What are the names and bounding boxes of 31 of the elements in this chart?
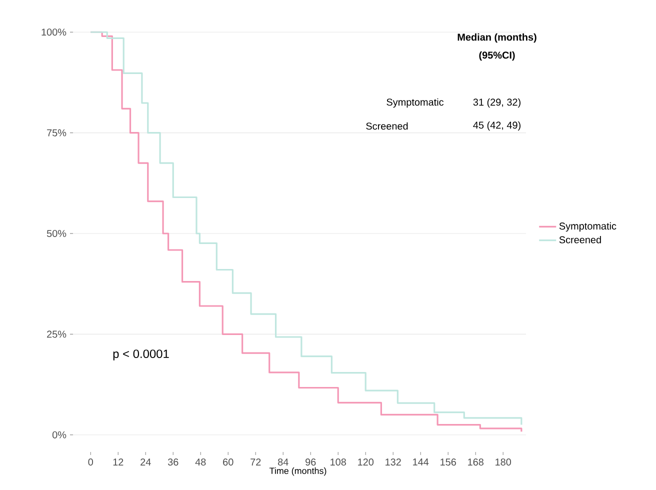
annotation: 45 (42, 49) [473,121,520,131]
x-tick-label: 120 [358,458,374,466]
x-tick-label: 96 [306,458,316,466]
legend-label: Screened [559,236,601,244]
y-tick-label: 25% [47,330,66,338]
x-tick-label: 168 [468,458,484,466]
y-tick-label: 100% [42,28,66,36]
annotation: Symptomatic [386,98,444,108]
annotation: 31 (29, 32) [473,98,520,108]
x-tick-label: 60 [223,458,234,466]
annotation: p < 0.0001 [113,350,169,360]
x-tick-label: 84 [278,458,288,466]
x-tick-label: 108 [330,458,346,466]
annotation: (95%CI) [479,51,515,61]
x-tick-label: 0 [88,458,94,466]
x-tick-label: 156 [440,458,456,466]
x-tick-label: 72 [250,458,261,466]
annotation: Screened [366,122,408,130]
x-tick-label: 48 [195,458,206,466]
x-tick-label: 144 [413,458,429,466]
x-tick-label: 24 [140,458,151,466]
y-tick-label: 0% [52,431,66,438]
x-tick-label: 180 [496,458,512,466]
annotation: Median (months) [458,33,536,43]
legend-label: Symptomatic [559,222,616,232]
x-tick-label: 132 [386,458,401,466]
y-tick-label: 50% [46,230,66,238]
x-axis-title: Time (months) [269,467,326,476]
x-tick-label: 12 [113,458,124,466]
x-tick-label: 36 [168,458,178,466]
y-tick-label: 75% [47,129,66,136]
